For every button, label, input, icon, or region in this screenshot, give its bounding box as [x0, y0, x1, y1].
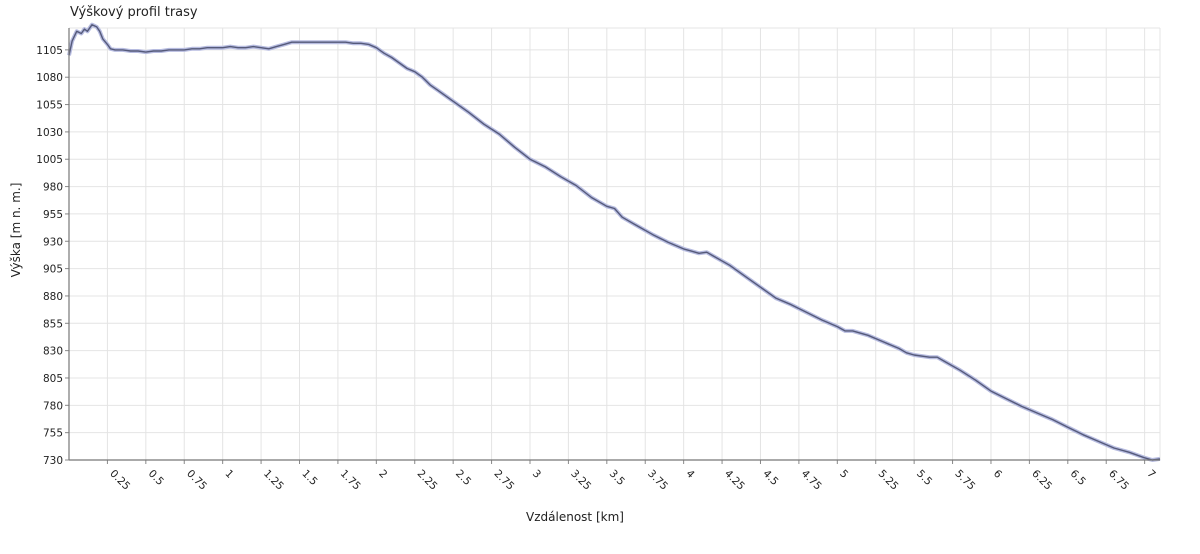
- x-tick-label: 6: [991, 468, 1004, 481]
- x-tick-label: 2.5: [453, 468, 473, 488]
- x-tick-label: 0.75: [184, 468, 209, 493]
- x-tick-label: 4.75: [799, 468, 824, 493]
- y-tick-label: 780: [43, 400, 63, 412]
- y-tick-label: 830: [43, 346, 63, 358]
- x-tick-label: 3.5: [607, 468, 627, 488]
- y-tick-label: 930: [43, 236, 63, 248]
- x-tick-label: 6.5: [1068, 468, 1088, 488]
- y-axis-label: Výška [m n. m.]: [9, 183, 23, 278]
- x-tick-label: 3: [530, 468, 543, 481]
- x-tick-label: 0.25: [107, 468, 132, 493]
- y-tick-labels: 730 755 780 805 830 855 880 905 930 955 980 1005 103…: [36, 45, 63, 467]
- y-tick-label: 855: [43, 318, 63, 330]
- x-tick-label: 5: [837, 468, 850, 481]
- x-tick-label: 1.25: [261, 468, 286, 493]
- x-tick-label: 3.75: [645, 468, 670, 493]
- x-tick-label: 2.75: [491, 468, 516, 493]
- x-tick-labels: 0.25 0.5 0.75 1 1.25 1.5 1.75 2 2.25 2.5 2.75 3 3.25…: [107, 468, 1157, 493]
- x-tick-label: 1.75: [338, 468, 363, 493]
- x-tick-label: 6.75: [1106, 468, 1131, 493]
- y-tick-label: 1005: [36, 154, 63, 166]
- y-tick-label: 980: [43, 182, 63, 194]
- x-tick-label: 2: [376, 468, 389, 481]
- x-tick-label: 1.5: [299, 468, 319, 488]
- x-tick-label: 3.25: [568, 468, 593, 493]
- y-tick-label: 805: [43, 373, 63, 385]
- x-tick-label: 5.25: [876, 468, 901, 493]
- x-tick-label: 0.5: [146, 468, 166, 488]
- x-tick-label: 2.25: [415, 468, 440, 493]
- y-tick-label: 905: [43, 264, 63, 276]
- chart-title: Výškový profil trasy: [70, 5, 198, 20]
- y-tick-label: 730: [43, 455, 63, 467]
- grid-lines: [69, 27, 1161, 461]
- x-tick-label: 4.25: [722, 468, 747, 493]
- x-tick-label: 7: [1145, 468, 1158, 481]
- elevation-line: [68, 24, 1161, 461]
- x-axis-label: Vzdálenost [km]: [526, 510, 624, 524]
- y-tick-label: 1105: [36, 45, 63, 57]
- y-tick-label: 1055: [36, 100, 63, 112]
- x-tick-label: 6.25: [1029, 468, 1054, 493]
- x-tick-label: 5.75: [952, 468, 977, 493]
- x-tick-label: 4: [684, 468, 697, 481]
- data-area: [67, 22, 1161, 462]
- elevation-line-shadow: [67, 22, 1161, 462]
- y-tick-label: 1080: [36, 72, 63, 84]
- x-tick-label: 5.5: [914, 468, 934, 488]
- x-tick-label: 1: [223, 468, 236, 481]
- y-tick-label: 955: [43, 209, 63, 221]
- x-tick-label: 4.5: [760, 468, 780, 488]
- y-tick-label: 755: [43, 428, 63, 440]
- y-tick-label: 880: [43, 291, 63, 303]
- y-tick-label: 1030: [36, 127, 63, 139]
- axes: [65, 28, 1160, 464]
